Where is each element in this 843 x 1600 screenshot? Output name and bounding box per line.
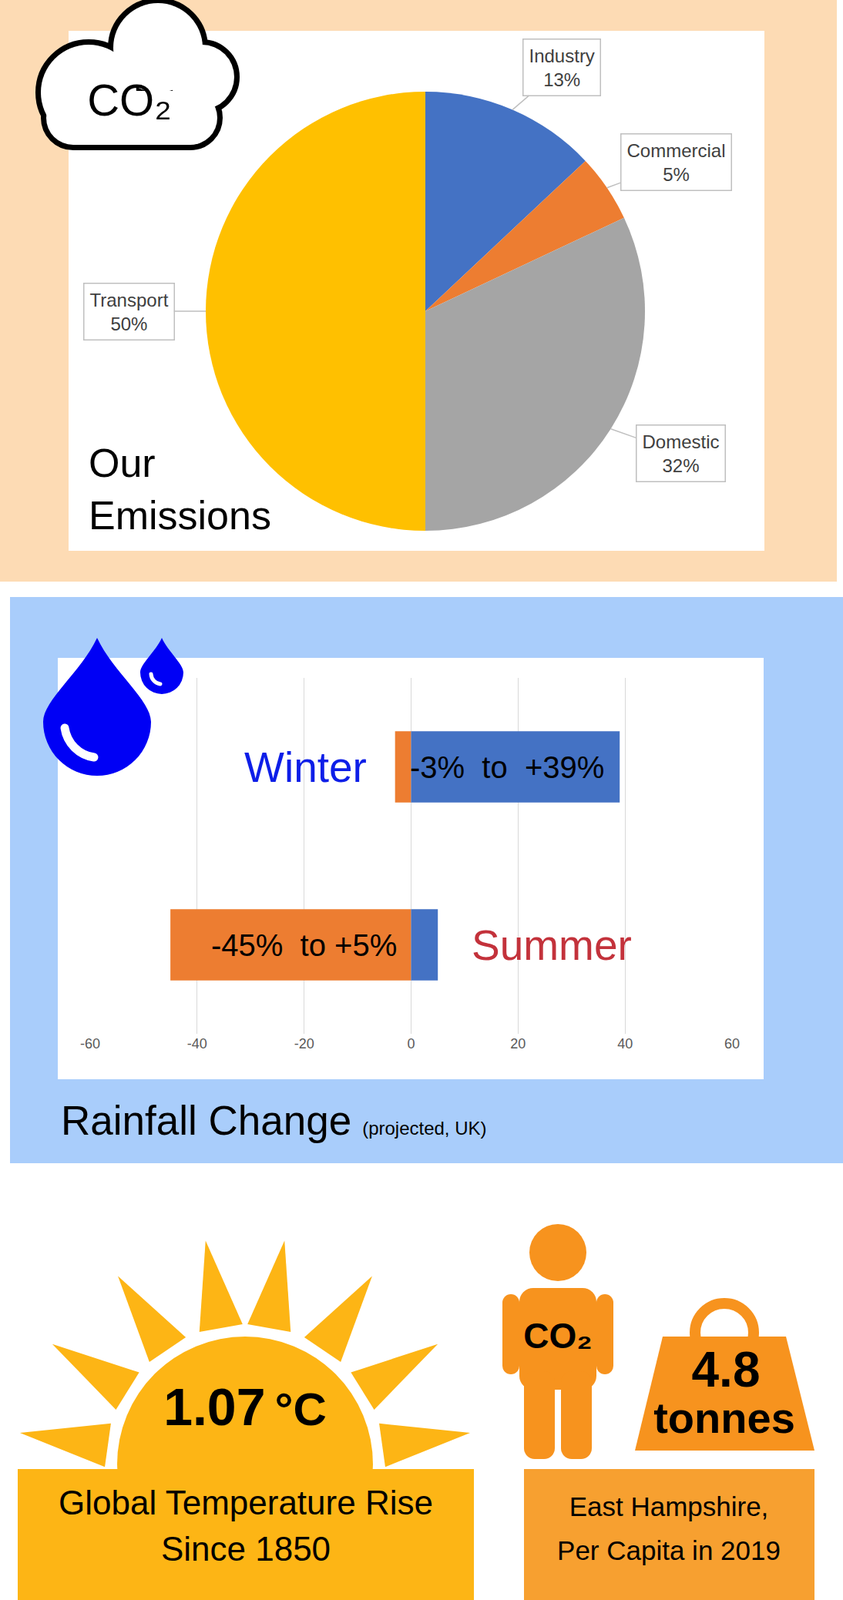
svg-text:Domestic32%: Domestic32% [642,431,720,477]
svg-text:Industry13%: Industry13% [529,45,595,91]
svg-text:-45% to +5%: -45% to +5% [211,928,397,963]
svg-text:Transport50%: Transport50% [90,289,169,335]
html-text:(projected, UK): (projected, UK) [362,1118,487,1139]
svg-text:-60: -60 [80,1036,101,1052]
svg-text:Commercial5%: Commercial5% [627,140,726,185]
svg-text:-3% to +39%: -3% to +39% [409,750,605,785]
svg-text:East Hampshire,: East Hampshire, [569,1491,770,1522]
svg-text:60: 60 [724,1036,740,1052]
svg-text:Since 1850: Since 1850 [161,1530,331,1569]
svg-text:OurEmissions: OurEmissions [88,440,272,538]
svg-text:Summer: Summer [471,921,632,970]
svg-text:1.07°C: 1.07°C [163,1377,327,1437]
svg-text:-20: -20 [294,1036,315,1052]
svg-text:4.8: 4.8 [691,1342,761,1398]
html-text:Rainfall Change: Rainfall Change [60,1098,352,1144]
svg-text:CO₂: CO₂ [87,74,172,125]
svg-text:CO₂: CO₂ [523,1316,592,1357]
svg-text:Per Capita in 2019: Per Capita in 2019 [557,1535,781,1566]
svg-text:40: 40 [617,1036,633,1052]
svg-text:Winter: Winter [244,743,367,792]
svg-text:0: 0 [406,1036,415,1052]
svg-text:tonnes: tonnes [653,1393,796,1443]
svg-text:-40: -40 [187,1036,208,1052]
svg-text:20: 20 [510,1036,526,1052]
svg-text:Global Temperature Rise: Global Temperature Rise [58,1484,434,1522]
